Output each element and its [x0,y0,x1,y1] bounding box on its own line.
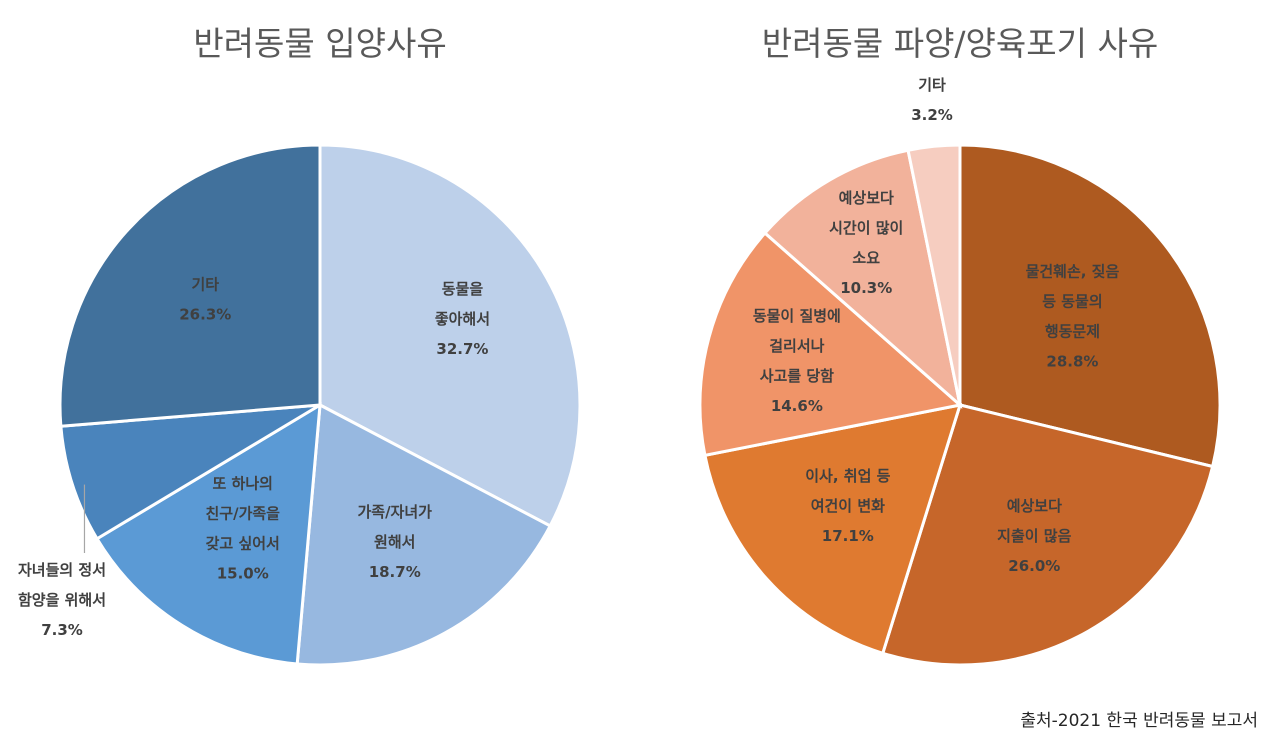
adoption-slice-label-1: 좋아해서 [435,310,490,328]
abandonment-slice-2 [880,403,1215,667]
adoption-slice-label-1: 동물을 [442,280,484,298]
abandonment-slice-label-1: 물건훼손, 짖음 [1026,263,1120,281]
adoption-chart-title: 반려동물 입양사유 [193,24,446,63]
abandonment-slice-label-5: 시간이 많이 [829,219,903,237]
abandonment-chart-title: 반려동물 파양/양육포기 사유 [762,24,1158,63]
abandonment-slice-label-2: 지출이 많음 [997,527,1071,545]
abandonment-slice-value-3: 17.1% [822,527,874,545]
abandonment-slice-label-4: 동물이 질병에 [753,307,841,325]
adoption-slice-value-2: 18.7% [369,563,421,581]
adoption-slice-label-2: 가족/자녀가 [357,503,432,521]
abandonment-slice-value-6: 3.2% [911,106,953,124]
abandonment-slice-label-1: 등 동물의 [1042,293,1102,311]
abandonment-slice-5 [762,148,963,410]
adoption-slice-value-3: 15.0% [217,564,269,582]
adoption-slice-label-3: 갖고 싶어서 [206,534,280,552]
abandonment-slice-label-2: 예상보다 [1007,497,1062,515]
abandonment-slice-label-3: 여건이 변화 [811,497,885,515]
abandonment-slice-label-1: 행동문제 [1045,323,1100,341]
abandonment-slice-4 [698,230,964,458]
adoption-slice-label-3: 친구/가족을 [206,504,281,522]
adoption-slice-label-3: 또 하나의 [213,474,273,492]
adoption-slice-value-4: 7.3% [41,621,83,639]
adoption-slice-label-5: 기타 [191,275,219,293]
adoption-slice-5 [58,143,322,428]
abandonment-slice-label-5: 예상보다 [839,189,894,207]
abandonment-slice-label-4: 걸리서나 [769,337,824,355]
adoption-slice-label-2: 원해서 [374,533,415,551]
abandonment-slice-label-5: 소요 [852,249,880,267]
abandonment-slice-value-4: 14.6% [771,397,823,415]
adoption-slice-1 [318,143,582,528]
adoption-slice-value-1: 32.7% [436,340,488,358]
abandonment-slice-value-1: 28.8% [1046,353,1098,371]
adoption-slice-value-5: 26.3% [179,305,231,323]
adoption-slice-label-4: 자녀들의 정서 [18,561,106,579]
abandonment-slice-label-6: 기타 [918,76,946,94]
abandonment-slice-3 [703,403,963,656]
abandonment-slice-6 [906,143,962,406]
abandonment-slice-label-3: 이사, 취업 등 [805,467,890,485]
abandonment-slice-value-2: 26.0% [1008,557,1060,575]
source-note: 출처-2021 한국 반려동물 보고서 [1020,711,1258,731]
abandonment-slice-value-5: 10.3% [840,279,892,297]
abandonment-slice-1 [958,143,1222,469]
adoption-slice-3 [94,402,322,666]
adoption-slice-2 [295,402,553,667]
adoption-slice-4 [59,403,321,541]
abandonment-slice-label-4: 사고를 당함 [760,367,834,385]
adoption-slice-label-4: 함양을 위해서 [18,591,106,609]
